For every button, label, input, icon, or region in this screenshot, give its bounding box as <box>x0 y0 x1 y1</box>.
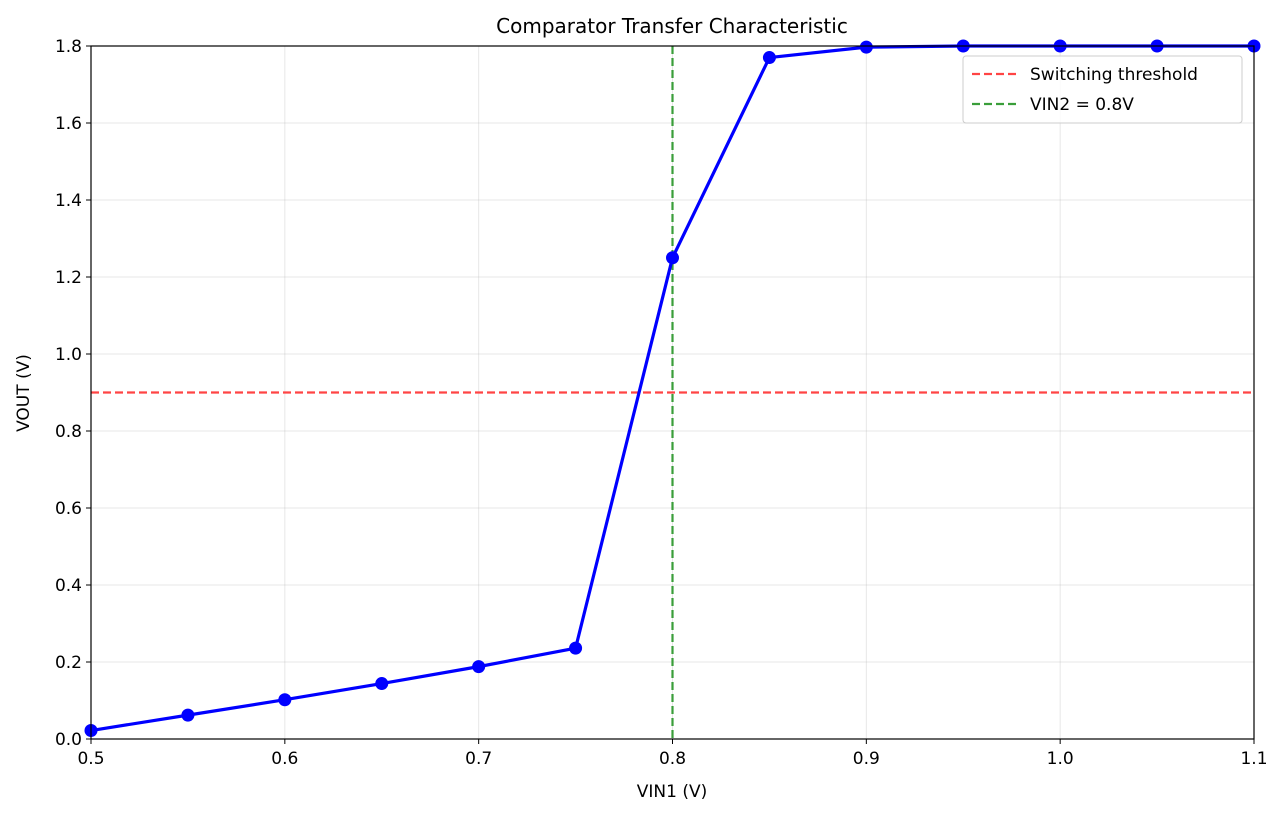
vout-data-point <box>181 708 195 722</box>
y-tick-label: 0.0 <box>55 730 82 750</box>
vout-data-point <box>666 251 679 265</box>
x-axis-label: VIN1 (V) <box>637 782 707 802</box>
y-tick-label: 1.6 <box>55 114 82 134</box>
y-tick-label: 0.4 <box>55 576 82 596</box>
y-tick-label: 1.8 <box>55 37 82 57</box>
legend-box <box>962 55 1243 124</box>
legend: Switching threshold VIN2 = 0.8V <box>962 55 1243 124</box>
x-tick-label: 0.6 <box>271 749 298 769</box>
reference-lines <box>91 46 1254 739</box>
ticks: 0.5 0.6 0.7 0.8 0.9 1.0 1.1 0.0 0.2 0.4 0.6 0.8 1.0 1… <box>55 37 1268 769</box>
x-tick-label: 0.8 <box>659 749 686 769</box>
y-tick-label: 0.8 <box>55 422 82 442</box>
vout-data-point <box>762 51 776 65</box>
vout-data-point <box>375 677 389 691</box>
y-axis-label: VOUT (V) <box>14 354 34 432</box>
vout-data-point <box>569 641 583 655</box>
x-tick-label: 1.0 <box>1047 749 1074 769</box>
x-tick-label: 0.9 <box>853 749 880 769</box>
y-tick-label: 1.2 <box>55 268 82 288</box>
chart-title: Comparator Transfer Characteristic <box>496 14 848 38</box>
legend-label-switching-threshold: Switching threshold <box>1030 65 1198 85</box>
y-tick-label: 0.2 <box>55 653 82 673</box>
vout-data-point <box>472 660 486 674</box>
x-tick-label: 0.5 <box>77 749 104 769</box>
legend-label-vin2: VIN2 = 0.8V <box>1030 95 1134 115</box>
y-tick-label: 0.6 <box>55 499 82 519</box>
x-tick-label: 1.1 <box>1240 749 1267 769</box>
y-tick-label: 1.0 <box>55 345 82 365</box>
vout-data-point <box>859 40 873 54</box>
vout-data-point <box>278 693 292 707</box>
x-tick-label: 0.7 <box>465 749 492 769</box>
y-tick-label: 1.4 <box>55 191 82 211</box>
